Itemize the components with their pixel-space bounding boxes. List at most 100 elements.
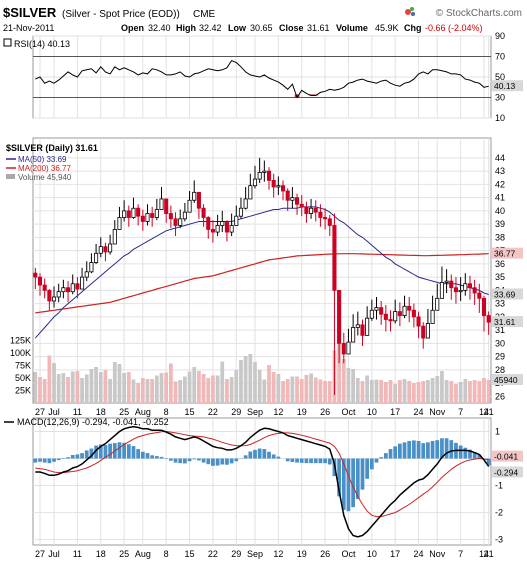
macd-histogram-bar [477, 454, 482, 459]
candle-body [439, 282, 444, 299]
macd-histogram-bar [290, 458, 295, 463]
low-value: 30.65 [250, 23, 273, 33]
volume-bar [472, 380, 477, 403]
candle-body [327, 218, 332, 226]
macd-histogram-bar [145, 453, 150, 459]
candle-body [388, 319, 393, 322]
open-value: 32.40 [148, 23, 171, 33]
volume-bar [70, 371, 75, 403]
candle-body [379, 307, 384, 315]
volume-bar [454, 384, 458, 403]
volume-bar [117, 364, 122, 403]
macd-x-tick: 12 [273, 549, 283, 559]
candle-body [486, 315, 491, 323]
macd-histogram-bar [402, 442, 407, 459]
macd-histogram-bar [47, 458, 52, 464]
candle-body [164, 198, 169, 214]
rsi-last-tag-bg [492, 80, 523, 92]
candle-body [425, 323, 430, 339]
volume-bar [327, 381, 332, 403]
price-x-tick: 17 [390, 407, 400, 417]
price-x-tick: 21 [484, 407, 494, 417]
volume-bar [374, 379, 379, 403]
volume-bar [346, 368, 351, 403]
candle-body [369, 309, 374, 319]
macd-histogram-bar [262, 449, 267, 459]
volume-bar [183, 376, 187, 403]
candle-body [374, 307, 379, 311]
candle-body [224, 221, 229, 233]
macd-histogram-bar [122, 442, 127, 459]
macd-histogram-bar [257, 448, 262, 459]
volume-bar [355, 378, 360, 403]
candle-body [365, 317, 370, 336]
chg-value: -0.66 (-2.04%) [425, 23, 483, 33]
candle-body [66, 287, 71, 293]
volume-bar [243, 356, 248, 403]
macd-title: MACD(12,26,9) -0.294, -0.041, -0.252 [17, 417, 169, 427]
macd-histogram-bar [271, 454, 276, 459]
macd-histogram-bar [159, 456, 164, 459]
candle-body [145, 213, 150, 222]
volume-bar [164, 372, 169, 403]
candle-body [94, 252, 99, 263]
volume-bar [168, 363, 173, 403]
volume-bar [229, 377, 234, 403]
candle-body [393, 311, 398, 322]
volume-value: 45.9K [375, 23, 399, 33]
ma50-legend: MA(50) 33.69 [18, 155, 67, 164]
close-value: 31.61 [307, 23, 330, 33]
price-y-tick: 42 [495, 179, 505, 189]
candle-body [173, 218, 178, 226]
macd-histogram-bar [412, 440, 416, 459]
volume-y-tick: 125K [10, 336, 31, 346]
volume-bar [416, 382, 421, 403]
volume-bar [290, 376, 295, 403]
volume-bar [440, 371, 444, 403]
candle-body [252, 178, 258, 187]
macd-x-tick: 29 [231, 549, 241, 559]
volume-bar [393, 384, 398, 403]
exchange-label: CME [193, 9, 216, 20]
candle-body [295, 197, 300, 205]
candle-body [309, 207, 314, 214]
rsi-y-tick: 70 [495, 52, 505, 62]
candle-body [257, 172, 262, 180]
volume-bar [192, 367, 197, 403]
macd-histogram-bar [285, 458, 290, 462]
macd-line [35, 425, 490, 538]
macd-histogram-bar [108, 443, 112, 459]
macd-histogram-bar [94, 445, 98, 459]
macd-histogram-bar [52, 458, 56, 462]
ma200-line [35, 253, 489, 314]
candle-body [313, 207, 318, 213]
volume-y-tick: 25K [15, 386, 31, 396]
volume-y-tick: 100K [10, 348, 31, 358]
candle-body [122, 210, 127, 218]
macd-x-tick: 19 [297, 549, 307, 559]
ma200-tag: 36.77 [494, 249, 516, 259]
macd-histogram-bar [206, 458, 211, 465]
macd-x-tick: 15 [185, 549, 195, 559]
price-y-tick: 29 [495, 352, 505, 362]
macd-x-tick: 21 [484, 549, 494, 559]
price-y-tick: 39 [495, 219, 505, 229]
volume-bar [304, 375, 309, 403]
candle-body [360, 324, 365, 336]
price-y-tick: 30 [495, 338, 505, 348]
price-x-tick: 27 [35, 407, 45, 417]
instrument-name: (Silver - Spot Price (EOD)) [62, 9, 180, 20]
price-title: $SILVER (Daily) 31.61 [6, 143, 98, 153]
macd-histogram-bar [341, 458, 346, 510]
price-frame [32, 137, 492, 404]
volume-bar [33, 372, 38, 403]
volume-bar [154, 375, 159, 403]
macd-histogram-bar [126, 444, 131, 459]
rsi-last-tag: 40.13 [494, 81, 516, 91]
candle-body [397, 311, 402, 316]
macd-histogram-bar [243, 455, 248, 459]
macd-y-tick: -3 [495, 535, 503, 545]
volume-bar [299, 379, 304, 403]
candle-body [323, 217, 328, 220]
